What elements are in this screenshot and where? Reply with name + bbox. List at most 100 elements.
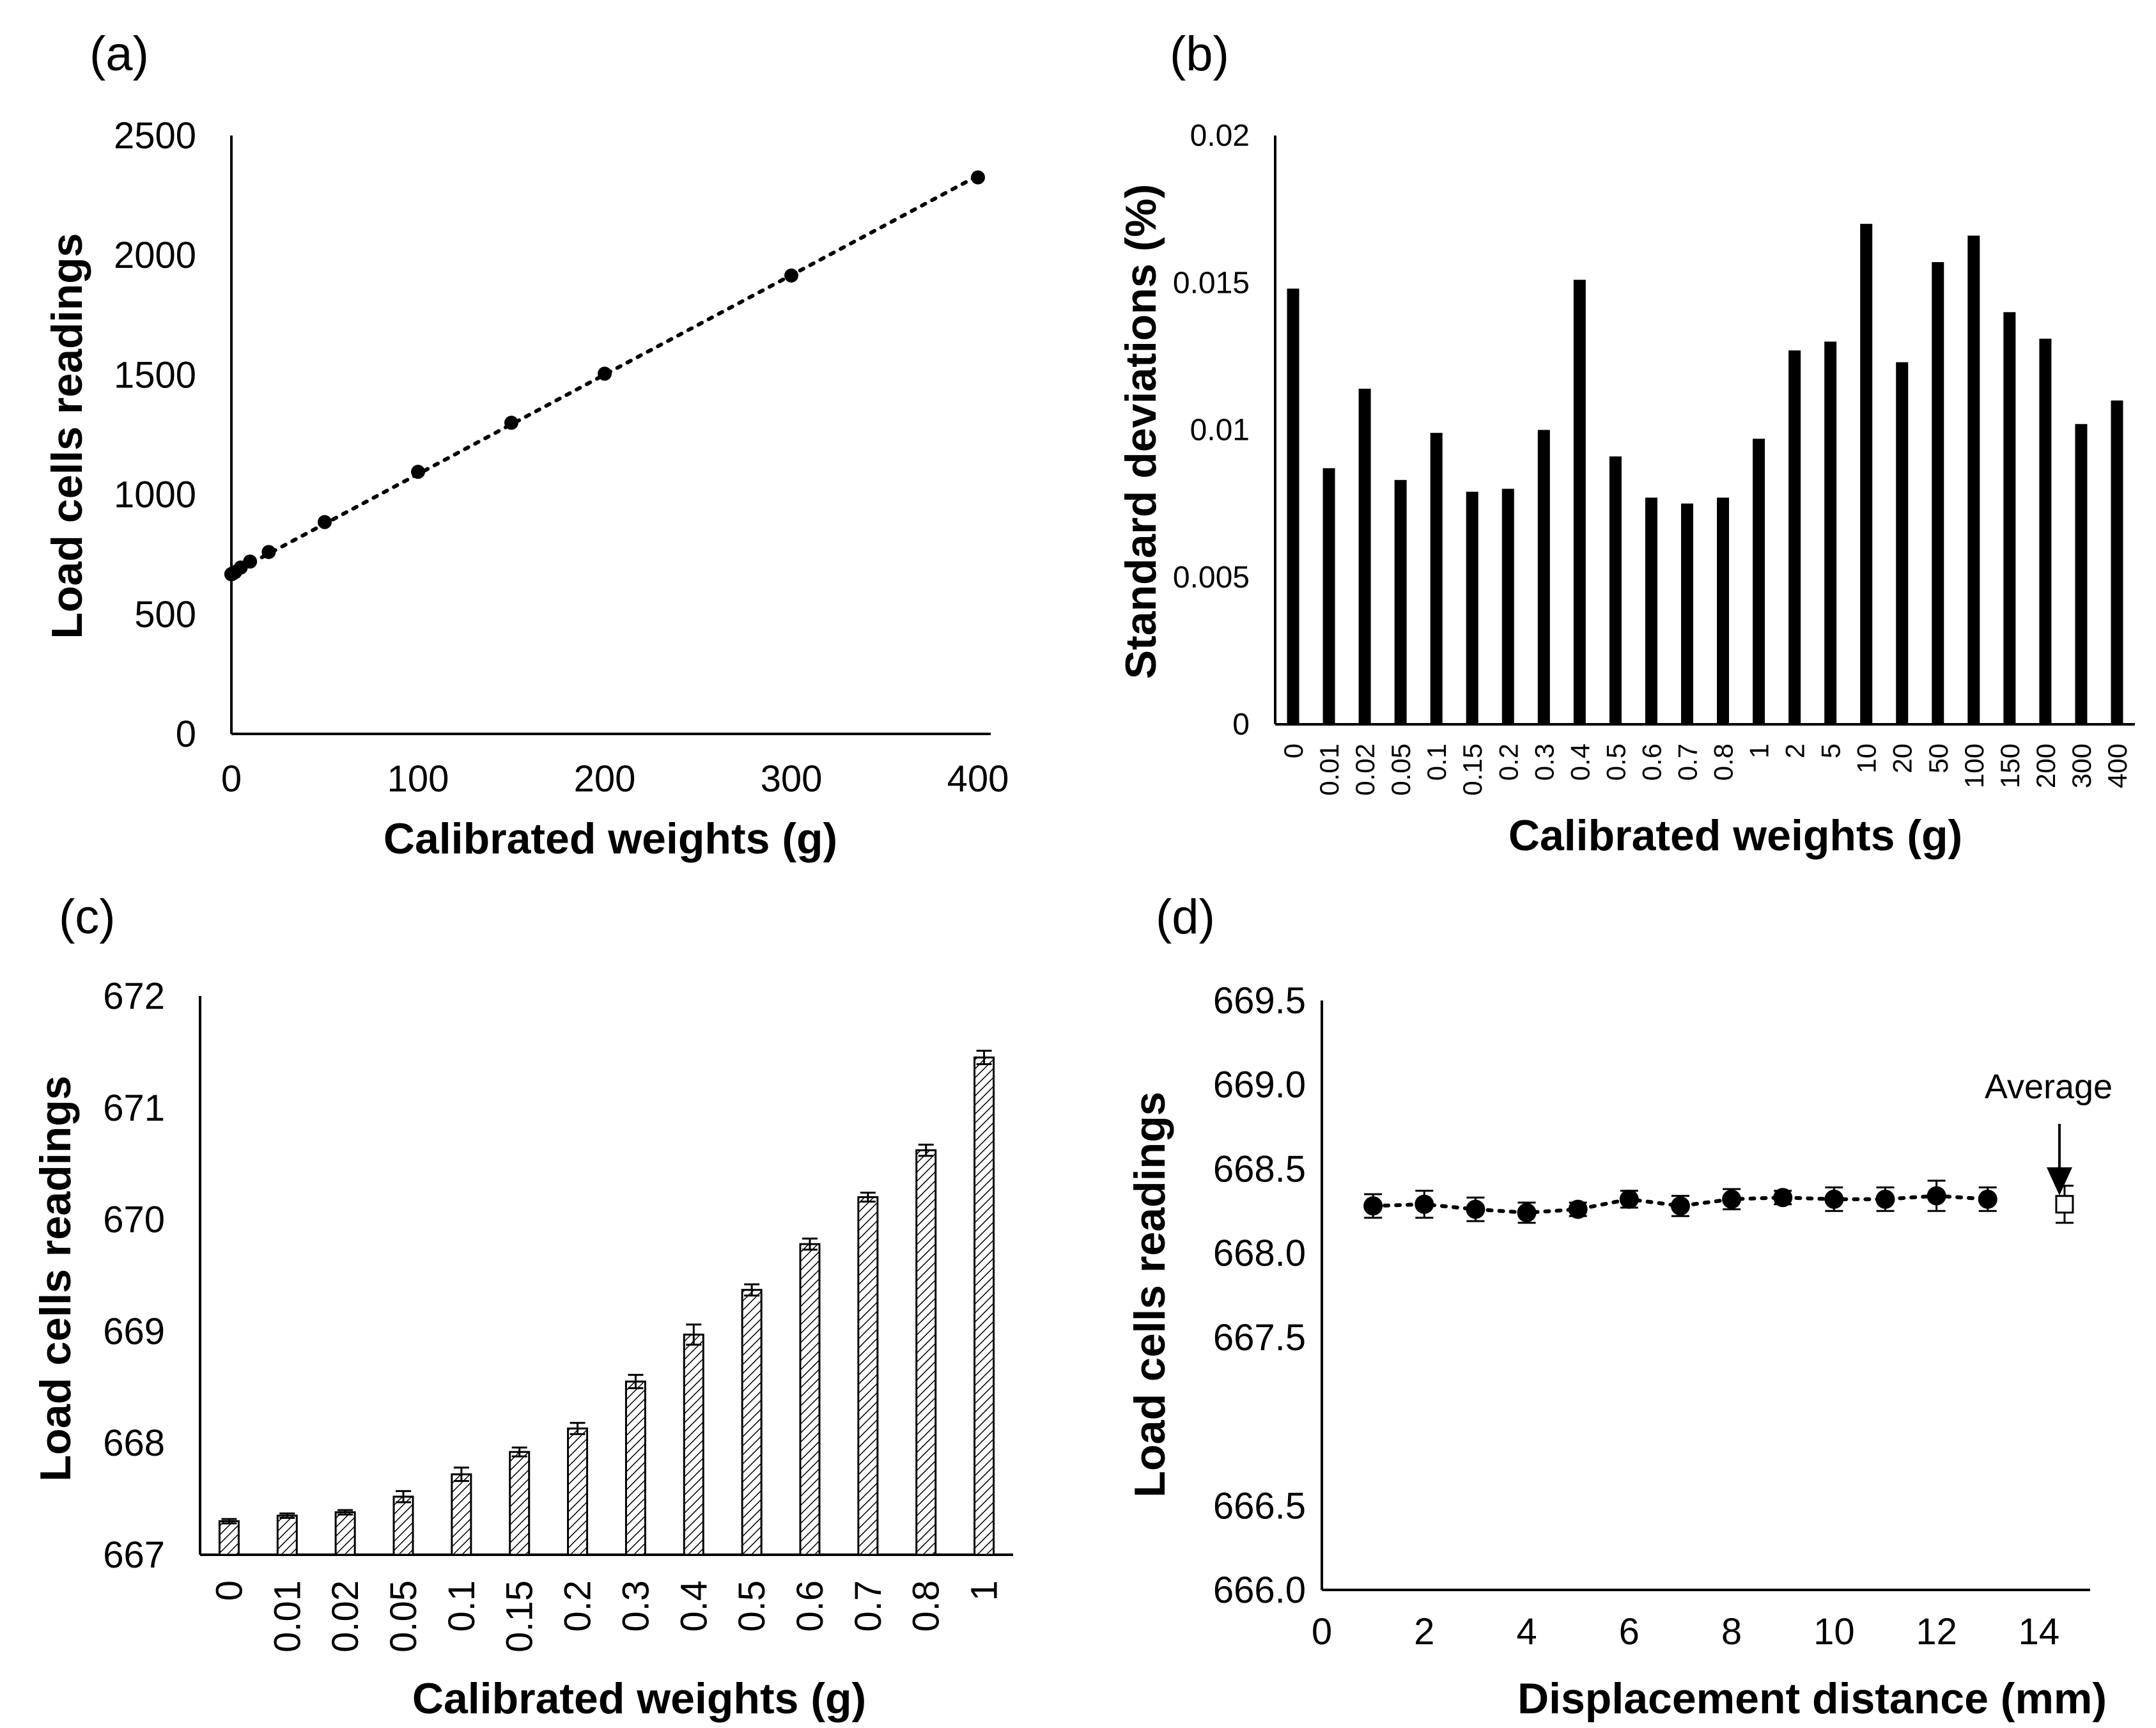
bar-c	[799, 1243, 821, 1556]
y-tick-label-c: 672	[103, 976, 165, 1017]
x-tick-label-c: 0.4	[673, 1580, 715, 1632]
data-point-d	[1670, 1196, 1690, 1216]
bar-b	[2111, 400, 2123, 724]
y-tick-label-d: 668.0	[1213, 1233, 1306, 1274]
bar-b	[1860, 224, 1873, 724]
y-axis-title-c: Load cells readings	[31, 1076, 80, 1482]
x-axis-title-d: Displacement distance (mm)	[1517, 1674, 2107, 1723]
bar-c	[334, 1511, 356, 1556]
data-point-d	[1824, 1189, 1844, 1209]
y-tick-label-c: 667	[103, 1534, 165, 1576]
y-tick-label-d: 666.5	[1213, 1485, 1306, 1527]
y-tick-label-c: 669	[103, 1311, 165, 1352]
data-point-a	[243, 554, 258, 569]
data-point-a	[784, 269, 798, 283]
y-tick-label-a: 1500	[114, 354, 196, 396]
panel-label-b: (b)	[1170, 27, 1229, 81]
x-tick-label-d: 8	[1721, 1611, 1742, 1653]
y-tick-label-c: 670	[103, 1199, 165, 1241]
bar-b	[1322, 468, 1335, 724]
bar-b	[1466, 492, 1478, 724]
x-tick-label-b: 0.02	[1350, 743, 1380, 796]
bar-c	[624, 1380, 646, 1556]
y-tick-label-d: 666.0	[1213, 1569, 1306, 1611]
x-tick-label-b: 0.5	[1601, 743, 1631, 781]
data-point-a	[318, 515, 332, 529]
x-axis-title-c: Calibrated weights (g)	[412, 1674, 866, 1723]
bar-c	[392, 1495, 414, 1556]
x-tick-label-b: 0.1	[1422, 743, 1452, 781]
y-tick-label-b: 0.01	[1190, 414, 1250, 448]
x-tick-label-c: 0.5	[731, 1580, 773, 1632]
panel-label-d: (d)	[1156, 890, 1215, 944]
y-axis-title-a: Load cells readings	[43, 233, 91, 639]
x-tick-label-c: 0.7	[848, 1580, 889, 1632]
data-point-d	[1619, 1189, 1639, 1209]
bar-c	[567, 1427, 589, 1556]
x-tick-label-b: 50	[1923, 743, 1953, 774]
y-tick-label-b: 0.005	[1173, 561, 1250, 595]
x-tick-label-c: 0	[208, 1580, 250, 1601]
x-tick-label-d: 0	[1312, 1611, 1332, 1653]
y-tick-label-b: 0	[1232, 708, 1250, 742]
y-tick-label-a: 2000	[114, 235, 196, 276]
y-tick-label-a: 1000	[114, 474, 196, 516]
data-point-d	[1927, 1186, 1946, 1206]
x-tick-label-b: 200	[2031, 743, 2061, 788]
bar-b	[1932, 262, 1944, 724]
x-tick-label-d: 12	[1916, 1611, 1957, 1653]
data-point-d	[1875, 1189, 1895, 1209]
x-tick-label-c: 1	[964, 1580, 1005, 1601]
chart-c: (c) 667 668 669 670 671 672 0 0.01 0.02 0.05 0.1 0.…	[31, 890, 1013, 1723]
data-point-d	[1517, 1203, 1537, 1222]
x-tick-label-b: 10	[1852, 743, 1882, 774]
x-axis-title-b: Calibrated weights (g)	[1508, 811, 1962, 860]
bar-b	[1680, 503, 1693, 724]
bar-c	[857, 1196, 879, 1556]
panel-label-c: (c)	[59, 890, 116, 944]
bar-c	[509, 1451, 531, 1556]
x-tick-label-d: 6	[1619, 1611, 1640, 1653]
y-tick-label-d: 669.5	[1213, 980, 1306, 1022]
bar-b	[1717, 497, 1730, 724]
x-tick-label-b: 0.2	[1493, 743, 1523, 781]
bar-b	[1753, 439, 1765, 724]
x-tick-label-b: 0.05	[1386, 743, 1416, 796]
x-tick-label-c: 0.2	[557, 1580, 599, 1632]
data-point-a	[971, 170, 985, 185]
bar-c	[451, 1473, 472, 1556]
x-tick-label-d: 14	[2019, 1611, 2060, 1653]
chart-a: (a) 0 500 1000 1500 2000 2500 0 100 200 300 400 Ca…	[43, 27, 1009, 863]
bar-c	[683, 1334, 704, 1556]
x-tick-label-b: 5	[1816, 743, 1846, 758]
data-point-a	[598, 366, 612, 381]
y-tick-label-a: 500	[134, 594, 196, 635]
bar-b	[1573, 279, 1586, 724]
x-tick-label-d: 2	[1414, 1611, 1434, 1653]
bar-b	[1394, 479, 1407, 724]
y-tick-label-c: 671	[103, 1087, 165, 1129]
x-tick-label-b: 0.3	[1529, 743, 1559, 781]
x-tick-label-c: 0.05	[383, 1580, 424, 1653]
x-tick-label-b: 0.4	[1565, 743, 1595, 781]
arrow-head	[2046, 1167, 2072, 1195]
bar-b	[1501, 488, 1514, 724]
y-tick-label-d: 669.0	[1213, 1064, 1306, 1106]
bar-b	[1537, 430, 1550, 724]
x-tick-label-b: 0	[1278, 743, 1308, 758]
x-tick-label-c: 0.02	[325, 1580, 366, 1653]
bar-b	[2075, 424, 2088, 724]
bar-b	[2003, 312, 2016, 724]
data-point-d	[1415, 1194, 1434, 1214]
bar-c	[915, 1149, 937, 1556]
x-tick-label-a: 0	[221, 758, 242, 800]
y-axis-title-b: Standard deviations (%)	[1117, 184, 1165, 680]
x-tick-label-a: 200	[574, 758, 636, 800]
x-tick-label-d: 10	[1813, 1611, 1855, 1653]
bar-c	[276, 1514, 298, 1556]
bar-c	[741, 1289, 763, 1556]
x-tick-label-b: 0.8	[1709, 743, 1739, 781]
x-tick-label-c: 0.01	[267, 1580, 308, 1653]
